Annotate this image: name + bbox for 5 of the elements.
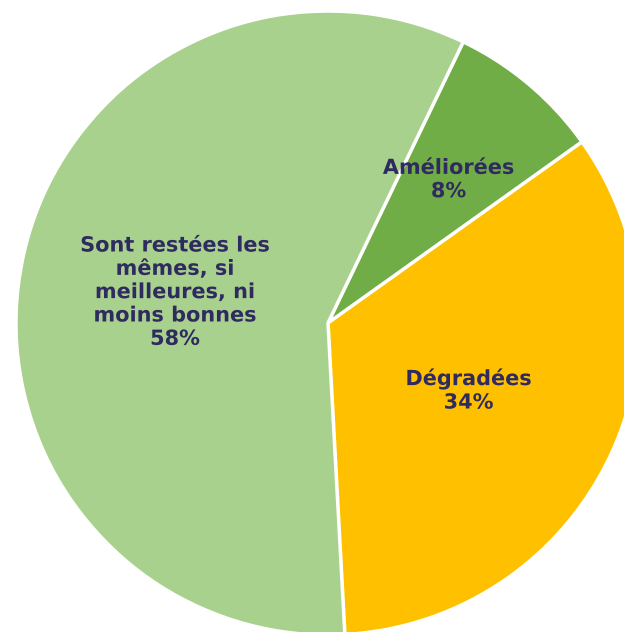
slice-label: Dégradées — [407, 368, 531, 390]
slice-label: Sont restées les mêmes, si meilleures, ni moins bonnes — [82, 234, 269, 322]
data-label: 58% — [152, 329, 200, 346]
data-label: 34% — [445, 393, 493, 409]
data-label: 8% — [432, 182, 466, 198]
